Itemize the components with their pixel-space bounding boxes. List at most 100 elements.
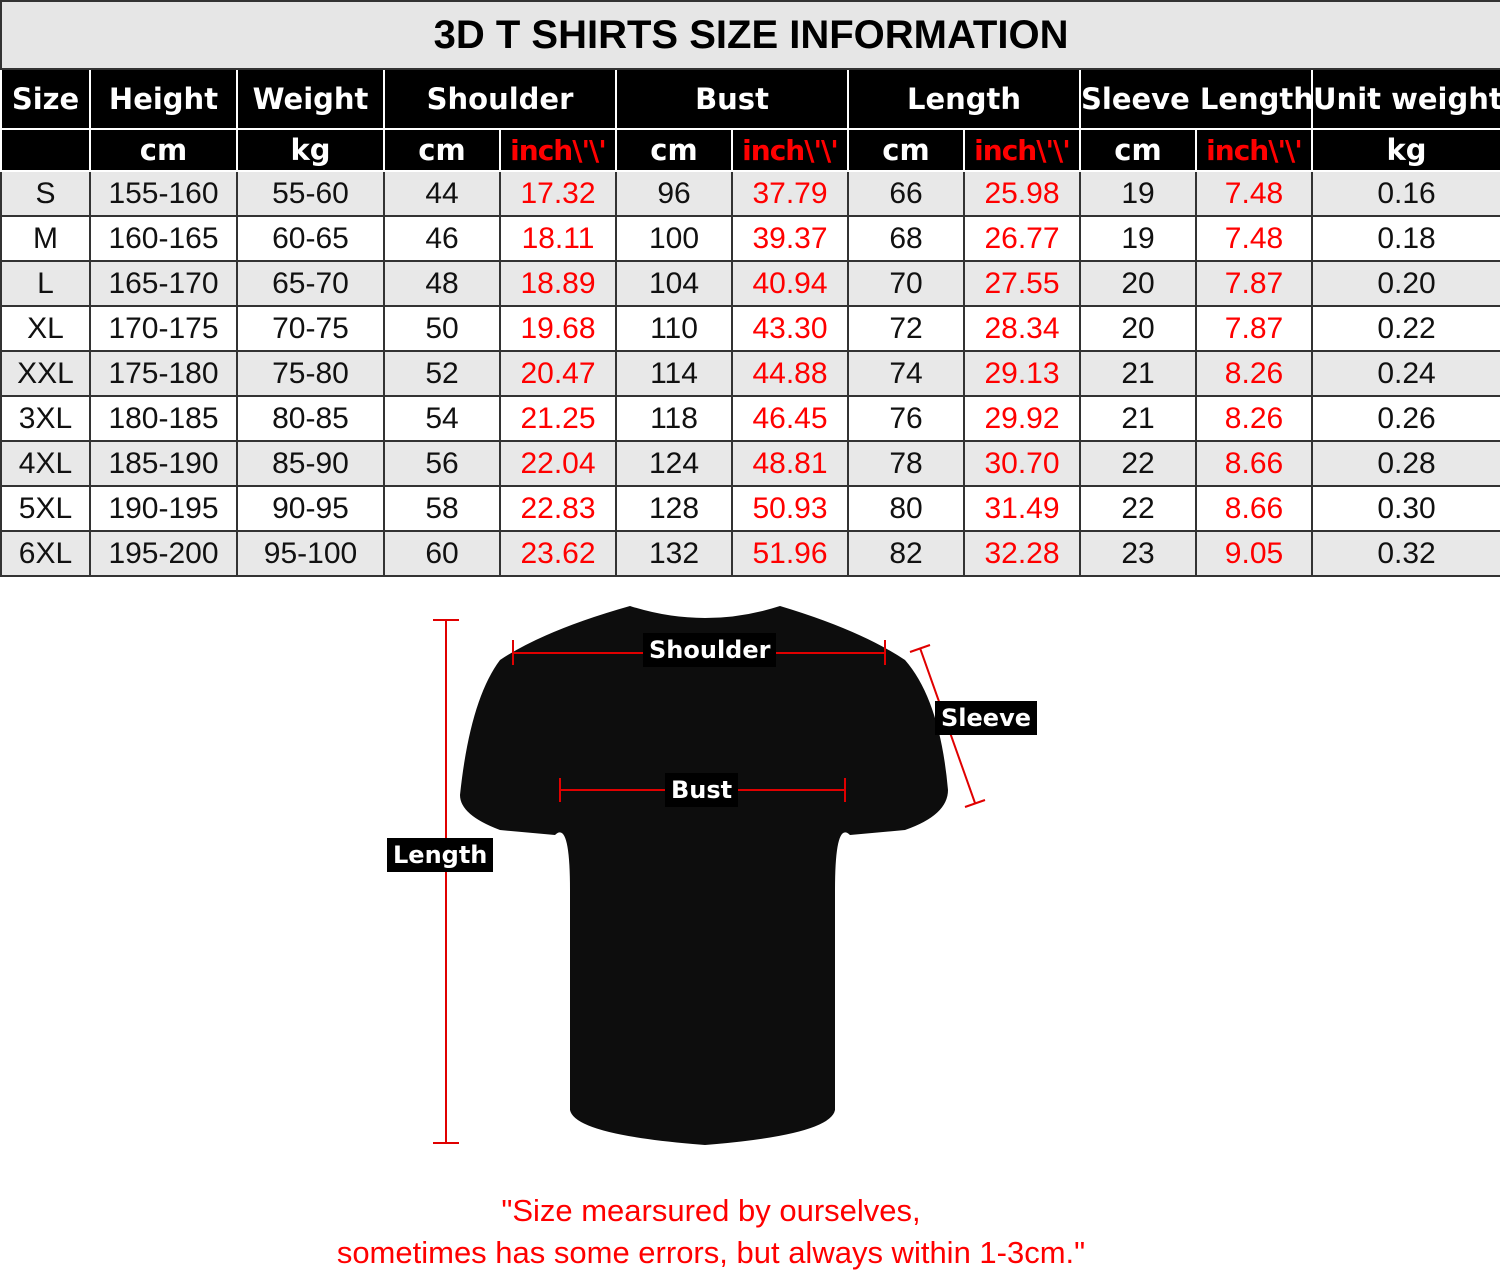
table-cell: 0.30 [1310, 485, 1500, 532]
table-cell: 22 [1079, 440, 1197, 487]
table-cell: 72 [847, 305, 965, 352]
table-cell: 8.26 [1195, 350, 1313, 397]
table-cell: 25.98 [963, 170, 1081, 217]
table-cell: 44 [383, 170, 501, 217]
unit-header: kg [1310, 128, 1500, 172]
table-cell: 80-85 [236, 395, 385, 442]
table-cell: L [0, 260, 91, 307]
disclaimer-line-2: sometimes has some errors, but always wi… [336, 1235, 1086, 1270]
table-cell: 19.68 [499, 305, 617, 352]
table-cell: 0.26 [1310, 395, 1500, 442]
table-cell: 96 [615, 170, 733, 217]
table-cell: 44.88 [731, 350, 849, 397]
table-cell: 0.22 [1310, 305, 1500, 352]
table-cell: 18.89 [499, 260, 617, 307]
table-cell: 21 [1079, 395, 1197, 442]
unit-header: cm [89, 128, 238, 172]
table-row: M 160-165 60-65 46 18.11 100 39.37 68 26.77 19 7.4… [0, 215, 1500, 262]
table-cell: 0.32 [1310, 530, 1500, 577]
table-cell: 185-190 [89, 440, 238, 487]
table-cell: 0.24 [1310, 350, 1500, 397]
table-cell: 46.45 [731, 395, 849, 442]
tshirt-silhouette [460, 606, 948, 1145]
table-cell: 132 [615, 530, 733, 577]
table-cell: 95-100 [236, 530, 385, 577]
header-sleeve-length: Sleeve Length [1079, 68, 1313, 130]
table-cell: 74 [847, 350, 965, 397]
unit-header: cm [847, 128, 965, 172]
table-cell: 8.66 [1195, 440, 1313, 487]
unit-header [0, 128, 91, 172]
shoulder-label: Shoulder [643, 633, 777, 667]
table-cell: 29.13 [963, 350, 1081, 397]
table-cell: 75-80 [236, 350, 385, 397]
table-cell: 195-200 [89, 530, 238, 577]
table-cell: 56 [383, 440, 501, 487]
table-cell: 48.81 [731, 440, 849, 487]
table-cell: 118 [615, 395, 733, 442]
table-cell: 55-60 [236, 170, 385, 217]
table-row: 4XL 185-190 85-90 56 22.04 124 48.81 78 30.70 22 8… [0, 440, 1500, 487]
table-cell: 68 [847, 215, 965, 262]
table-cell: 90-95 [236, 485, 385, 532]
table-cell: 3XL [0, 395, 91, 442]
table-cell: 46 [383, 215, 501, 262]
table-cell: 6XL [0, 530, 91, 577]
table-cell: 8.26 [1195, 395, 1313, 442]
sleeve-label: Sleeve [935, 701, 1037, 735]
table-cell: 20.47 [499, 350, 617, 397]
header-shoulder: Shoulder [383, 68, 617, 130]
table-cell: 70 [847, 260, 965, 307]
table-cell: 124 [615, 440, 733, 487]
table-cell: 39.37 [731, 215, 849, 262]
unit-header: cm [615, 128, 733, 172]
table-cell: 29.92 [963, 395, 1081, 442]
table-cell: 4XL [0, 440, 91, 487]
table-cell: 100 [615, 215, 733, 262]
table-cell: 32.28 [963, 530, 1081, 577]
table-cell: 7.87 [1195, 305, 1313, 352]
table-cell: 70-75 [236, 305, 385, 352]
table-cell: 22.04 [499, 440, 617, 487]
table-cell: 5XL [0, 485, 91, 532]
table-cell: 26.77 [963, 215, 1081, 262]
bust-label: Bust [665, 773, 739, 807]
table-cell: 78 [847, 440, 965, 487]
table-cell: 80 [847, 485, 965, 532]
table-cell: 40.94 [731, 260, 849, 307]
header-height: Height [89, 68, 238, 130]
table-cell: 27.55 [963, 260, 1081, 307]
table-cell: 180-185 [89, 395, 238, 442]
table-cell: 128 [615, 485, 733, 532]
unit-header: kg [236, 128, 385, 172]
table-cell: 8.66 [1195, 485, 1313, 532]
table-cell: 37.79 [731, 170, 849, 217]
table-cell: 76 [847, 395, 965, 442]
unit-header: inch\'\' [499, 128, 617, 172]
header-size: Size [0, 68, 91, 130]
table-cell: 50.93 [731, 485, 849, 532]
table-cell: 20 [1079, 260, 1197, 307]
unit-header: cm [1079, 128, 1197, 172]
table-cell: 190-195 [89, 485, 238, 532]
table-cell: 160-165 [89, 215, 238, 262]
table-cell: 60-65 [236, 215, 385, 262]
table-cell: 66 [847, 170, 965, 217]
table-cell: 0.18 [1310, 215, 1500, 262]
table-cell: 30.70 [963, 440, 1081, 487]
table-cell: 7.87 [1195, 260, 1313, 307]
table-cell: 23.62 [499, 530, 617, 577]
table-cell: 85-90 [236, 440, 385, 487]
table-cell: 0.28 [1310, 440, 1500, 487]
unit-header: cm [383, 128, 501, 172]
table-cell: 22.83 [499, 485, 617, 532]
table-row: 5XL 190-195 90-95 58 22.83 128 50.93 80 31.49 22 8… [0, 485, 1500, 532]
table-cell: 110 [615, 305, 733, 352]
table-cell: 23 [1079, 530, 1197, 577]
table-cell: 21 [1079, 350, 1197, 397]
table-cell: 175-180 [89, 350, 238, 397]
table-cell: 82 [847, 530, 965, 577]
table-cell: 18.11 [499, 215, 617, 262]
table-cell: 20 [1079, 305, 1197, 352]
table-cell: 19 [1079, 215, 1197, 262]
